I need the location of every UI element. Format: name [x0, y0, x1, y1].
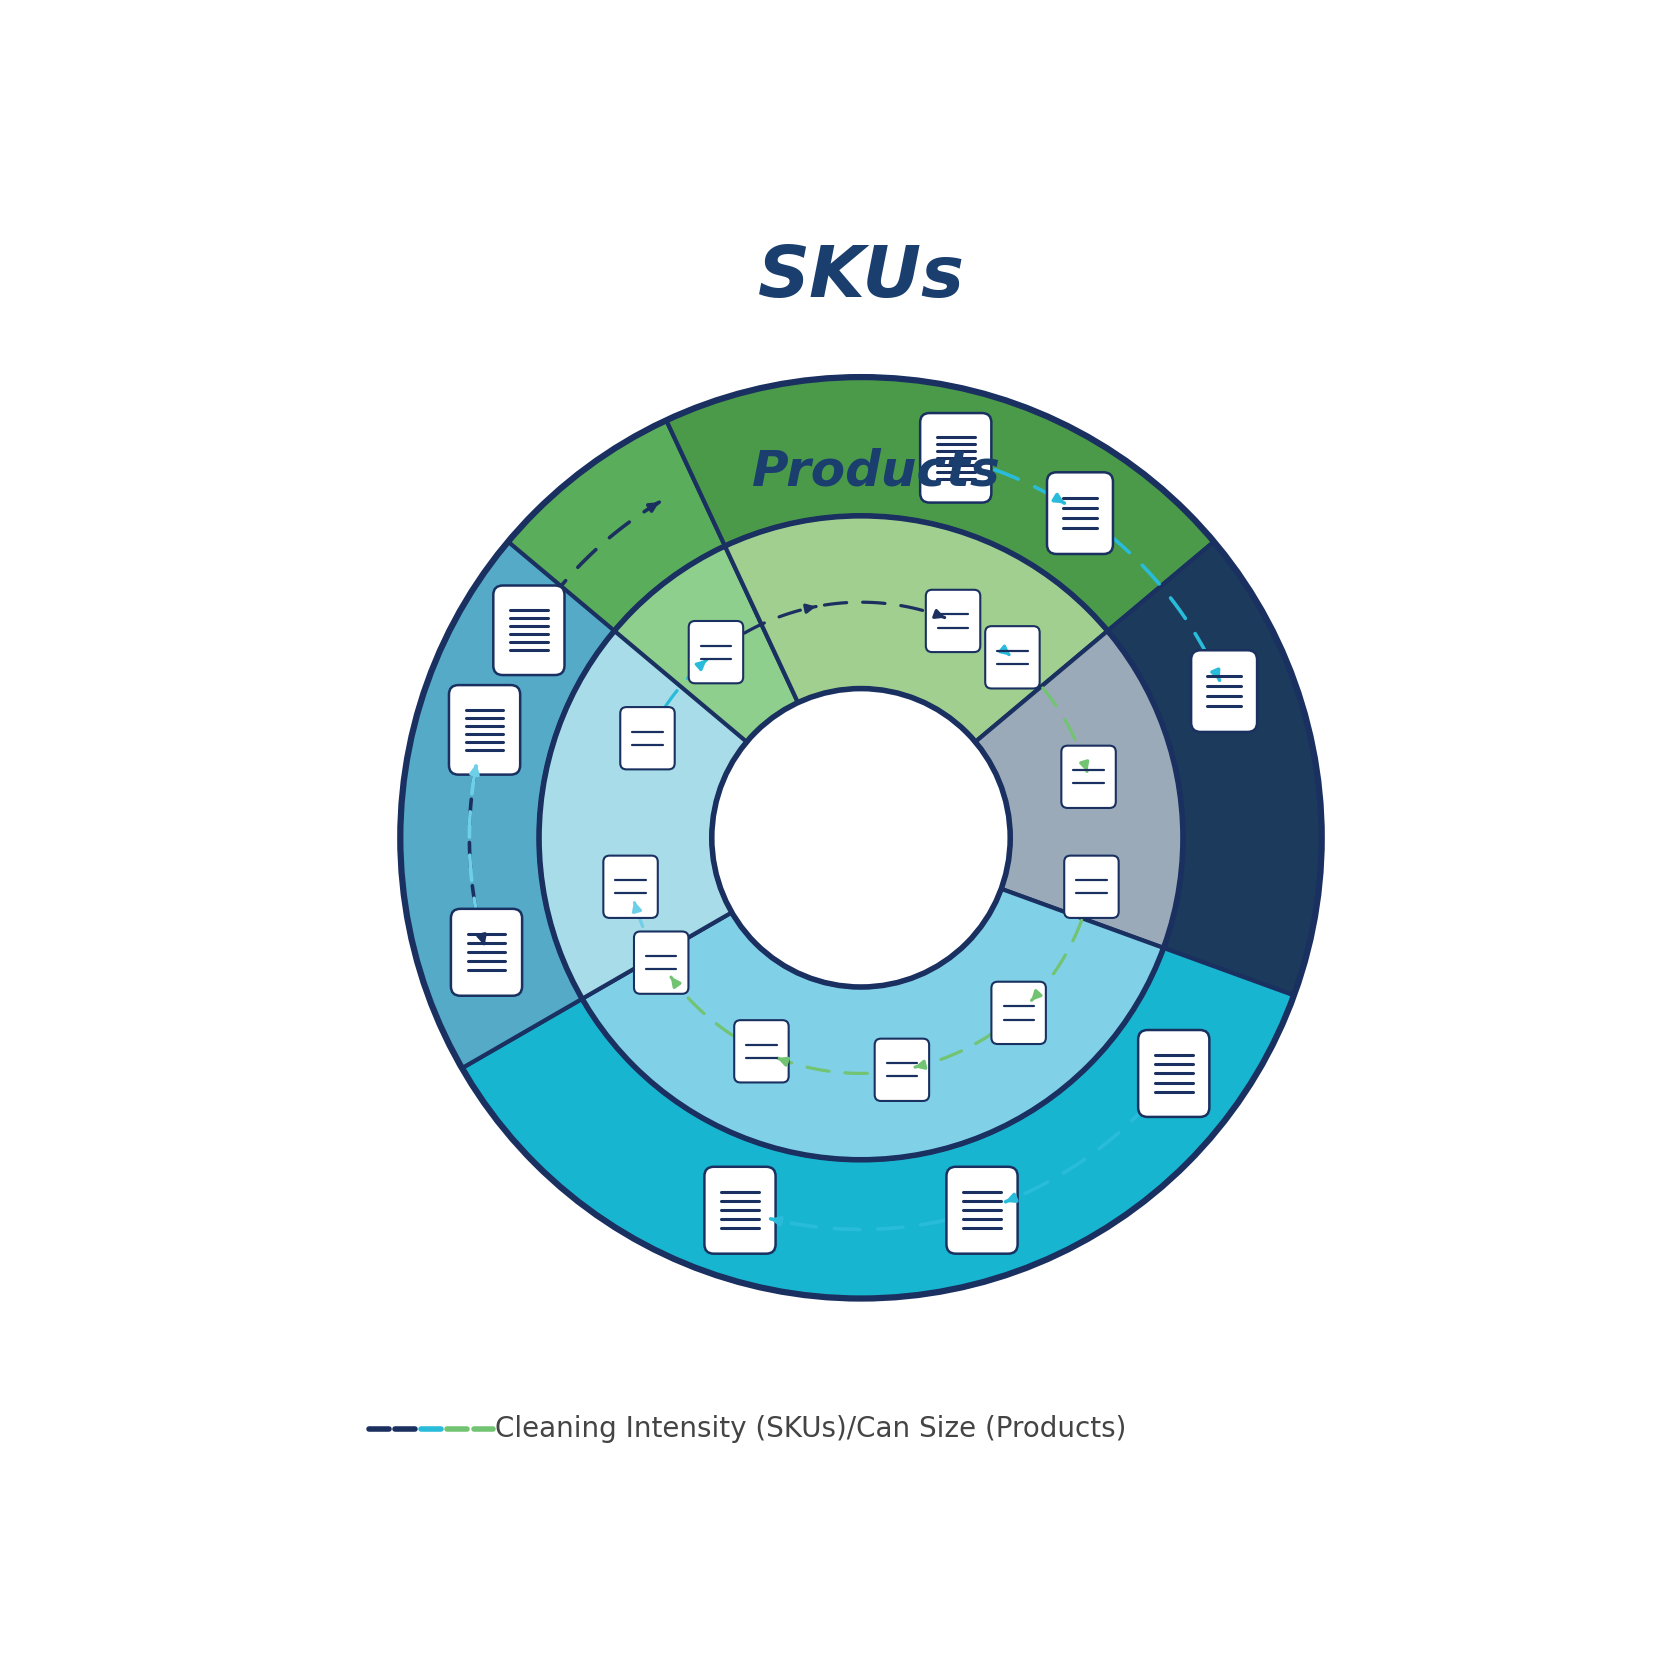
FancyBboxPatch shape	[689, 620, 743, 684]
Polygon shape	[400, 541, 615, 1068]
Polygon shape	[583, 889, 1164, 1160]
FancyBboxPatch shape	[449, 685, 521, 775]
FancyBboxPatch shape	[991, 982, 1047, 1044]
FancyBboxPatch shape	[946, 1166, 1018, 1254]
Polygon shape	[400, 420, 726, 826]
FancyBboxPatch shape	[984, 625, 1040, 688]
FancyBboxPatch shape	[620, 707, 675, 770]
FancyBboxPatch shape	[926, 591, 979, 652]
FancyBboxPatch shape	[875, 1039, 929, 1102]
FancyBboxPatch shape	[734, 1020, 788, 1082]
FancyBboxPatch shape	[921, 413, 991, 503]
FancyBboxPatch shape	[494, 586, 564, 675]
Polygon shape	[726, 516, 1107, 742]
Text: Cleaning Intensity (SKUs)/Can Size (Products): Cleaning Intensity (SKUs)/Can Size (Prod…	[494, 1415, 1126, 1443]
Text: Products: Products	[753, 448, 1001, 496]
Polygon shape	[539, 546, 798, 833]
Polygon shape	[539, 630, 746, 999]
FancyBboxPatch shape	[633, 931, 689, 994]
Text: SKUs: SKUs	[758, 244, 964, 312]
Polygon shape	[976, 630, 1183, 947]
FancyBboxPatch shape	[1191, 650, 1257, 732]
Polygon shape	[462, 947, 1294, 1299]
FancyBboxPatch shape	[1137, 1030, 1210, 1117]
FancyBboxPatch shape	[1062, 745, 1116, 808]
FancyBboxPatch shape	[704, 1166, 776, 1254]
Polygon shape	[1107, 541, 1322, 995]
FancyBboxPatch shape	[603, 856, 659, 917]
Circle shape	[712, 688, 1010, 987]
Polygon shape	[667, 377, 1215, 630]
FancyBboxPatch shape	[450, 909, 522, 995]
FancyBboxPatch shape	[1047, 473, 1112, 554]
FancyBboxPatch shape	[1063, 856, 1119, 917]
